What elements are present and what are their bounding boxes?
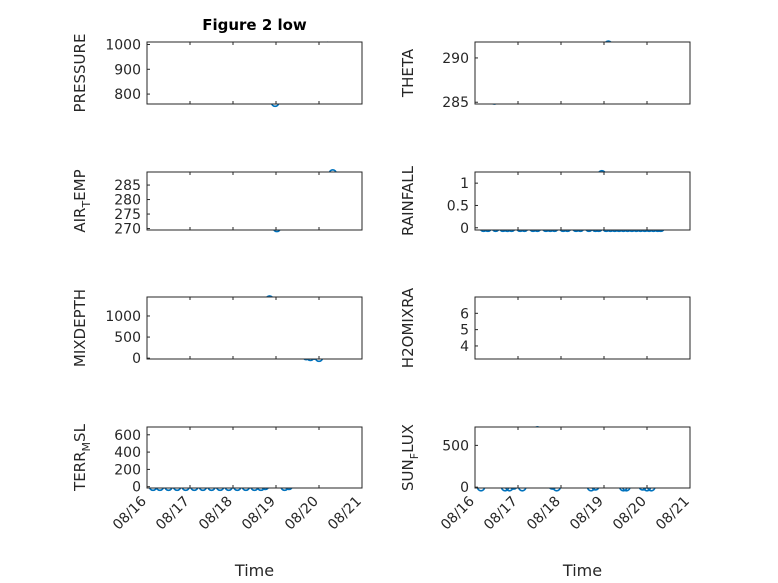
subplot-5: 0 500 1000 MIXDEPTH [71, 289, 363, 367]
y-tick-label: 280 [114, 193, 141, 209]
y-axis-label-tail: EMP [71, 169, 89, 200]
axes-box [146, 171, 363, 231]
x-tick-label: 08/19 [567, 494, 607, 534]
y-tick-label: 0 [132, 351, 141, 367]
y-tick-label: 1000 [105, 37, 141, 53]
y-tick-label: 6 [460, 306, 469, 322]
y-tick-label: 500 [442, 438, 469, 454]
y-axis-label: PRESSURE [71, 34, 89, 113]
x-tick-label: 08/21 [653, 494, 693, 534]
y-tick-label: 900 [114, 62, 141, 78]
subplot-1: 800 900 1000 PRESSURE Figure 2 low [71, 16, 363, 113]
x-tick-label: 08/17 [481, 494, 521, 534]
y-tick-label: 270 [114, 222, 141, 238]
subplot-8: 0 500 08/16 08/17 08/18 08/19 08/20 08/21 Time SU… [399, 424, 693, 580]
y-axis-label-subscript: F [408, 453, 421, 459]
y-tick-label: 5 [460, 323, 469, 339]
y-tick-label: 800 [114, 87, 141, 103]
y-tick-label: 4 [460, 339, 469, 355]
y-axis-label: THETA [399, 48, 417, 98]
y-tick-label: 400 [114, 445, 141, 461]
y-axis-label: AIRTEMP [71, 169, 93, 232]
x-tick-label: 08/16 [110, 493, 150, 533]
y-axis-label-main: SUN [399, 459, 417, 491]
x-tick-label: 08/21 [325, 494, 365, 534]
y-tick-label: 0 [132, 480, 141, 496]
y-axis-label: MIXDEPTH [71, 289, 89, 367]
x-tick-label: 08/18 [196, 494, 236, 534]
axes-box [474, 296, 691, 360]
y-tick-label: 500 [114, 330, 141, 346]
y-axis-label: SUNFLUX [399, 424, 421, 491]
x-tick-label: 08/19 [239, 494, 279, 534]
y-tick-label: 0 [460, 480, 469, 496]
y-axis-label-main: AIR [71, 208, 89, 233]
axes-box [146, 41, 363, 105]
y-axis-label-main: TERR [71, 451, 89, 492]
y-axis-label: RAINFALL [399, 165, 417, 236]
y-tick-label: 1000 [105, 309, 141, 325]
axes-box [474, 41, 691, 105]
x-tick-label: 08/20 [282, 494, 322, 534]
y-axis-label-main: PRESSURE [71, 34, 89, 113]
figure-title: Figure 2 low [202, 16, 307, 34]
subplot-2: 285 290 THETA [399, 40, 691, 111]
y-axis-label-subscript: T [80, 201, 93, 209]
x-axis-label: Time [562, 561, 602, 580]
y-tick-label: 290 [442, 51, 469, 67]
x-tick-label: 08/16 [438, 493, 478, 533]
x-tick-label: 08/17 [153, 494, 193, 534]
subplot-6: 456 H2OMIXRA [399, 287, 691, 368]
y-tick-label: 600 [114, 428, 141, 444]
axes-box [146, 296, 363, 360]
x-tick-label: 08/18 [524, 494, 564, 534]
y-axis-label-main: MIXDEPTH [71, 289, 89, 367]
y-tick-label: 200 [114, 462, 141, 478]
y-axis-label-main: THETA [399, 48, 417, 98]
y-axis-label-tail: LUX [399, 424, 417, 453]
y-tick-label: 0 [460, 221, 469, 237]
y-tick-label: 0.5 [447, 198, 469, 214]
y-axis-label-main: RAINFALL [399, 165, 417, 236]
subplot-4: 0 0.5 1 RAINFALL [399, 165, 691, 237]
y-tick-label: 285 [442, 95, 469, 111]
y-tick-label: 285 [114, 178, 141, 194]
y-tick-label: 275 [114, 207, 141, 223]
y-axis-label-main: H2OMIXRA [399, 287, 417, 368]
axes-box [474, 171, 691, 231]
x-tick-label: 08/20 [610, 494, 650, 534]
y-axis-label: H2OMIXRA [399, 287, 417, 368]
axes-box [146, 426, 363, 489]
y-tick-label: 1 [460, 176, 469, 192]
axes-box [474, 426, 691, 489]
y-axis-label: TERRMSL [71, 423, 93, 492]
y-axis-label-tail: SL [71, 423, 89, 442]
x-axis-label: Time [234, 561, 274, 580]
y-axis-label-subscript: M [80, 442, 93, 452]
